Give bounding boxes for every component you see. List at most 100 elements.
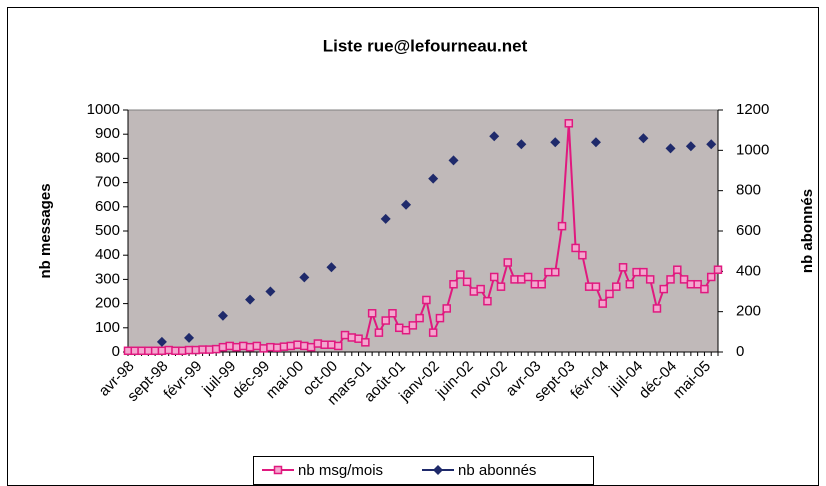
point-marker (435, 313, 445, 323)
point-marker (326, 262, 337, 273)
point-marker (272, 343, 282, 352)
point-marker (645, 275, 655, 284)
point-marker (252, 341, 262, 351)
point-marker (259, 344, 268, 353)
point-marker (517, 275, 526, 284)
y2-tick-label: 0 (736, 343, 744, 360)
point-marker (347, 333, 357, 342)
point-marker (578, 250, 587, 260)
point-marker (598, 299, 607, 308)
point-marker (550, 137, 561, 148)
chart-title: Liste rue@lefourneau.net (323, 36, 528, 55)
point-marker (367, 309, 377, 318)
point-marker (706, 272, 716, 282)
point-marker (395, 323, 404, 333)
y2-tick-label: 200 (736, 303, 761, 320)
point-marker (279, 342, 289, 351)
point-marker (605, 289, 614, 299)
point-marker (388, 309, 397, 318)
point-marker (408, 321, 418, 330)
point-marker (157, 346, 167, 356)
y2-tick-label: 800 (736, 182, 761, 199)
y-axis-title: nb messages (37, 183, 54, 278)
point-marker (700, 284, 709, 294)
point-marker (537, 279, 546, 289)
point-marker (693, 279, 702, 289)
point-marker (469, 287, 479, 296)
point-marker (544, 267, 553, 277)
point-marker (632, 267, 641, 277)
point-marker (564, 119, 574, 128)
y2-tick-label: 1000 (736, 141, 769, 158)
y-tick-label: 600 (95, 198, 120, 215)
point-marker (286, 341, 296, 351)
legend-swatch (433, 465, 443, 475)
y-tick-label: 1000 (87, 101, 120, 118)
point-marker (374, 328, 384, 337)
point-marker (503, 258, 513, 267)
point-marker (483, 296, 492, 306)
y-tick-label: 500 (95, 222, 120, 239)
point-marker (225, 341, 234, 351)
point-marker (476, 284, 485, 294)
point-marker (232, 342, 241, 352)
point-marker (340, 330, 350, 340)
point-marker (211, 344, 221, 354)
y-tick-label: 800 (95, 149, 120, 166)
point-marker (184, 345, 194, 355)
point-marker (164, 345, 173, 355)
point-marker (184, 332, 195, 343)
point-marker (428, 328, 438, 337)
point-marker (144, 346, 153, 356)
point-marker (293, 340, 302, 349)
point-marker (489, 272, 499, 282)
point-marker (530, 279, 540, 289)
point-marker (381, 316, 390, 325)
point-marker (665, 143, 676, 154)
point-marker (659, 284, 668, 294)
y-tick-label: 200 (95, 295, 120, 312)
point-marker (265, 286, 276, 297)
point-marker (679, 275, 689, 284)
point-marker (516, 139, 527, 150)
point-marker (652, 304, 662, 313)
point-marker (218, 342, 228, 352)
point-marker (306, 342, 316, 352)
point-marker (205, 345, 214, 354)
point-marker (156, 336, 167, 347)
y2-tick-label: 400 (736, 262, 761, 279)
point-marker (245, 294, 256, 305)
point-marker (612, 282, 621, 291)
point-marker (686, 279, 696, 289)
point-marker (706, 139, 717, 150)
point-marker (673, 265, 682, 274)
point-marker (456, 270, 465, 279)
point-marker (239, 341, 248, 351)
point-marker (685, 141, 696, 152)
point-marker (489, 131, 500, 142)
y-tick-label: 900 (95, 125, 120, 142)
point-marker (123, 346, 133, 356)
point-marker (354, 334, 363, 343)
y-tick-label: 400 (95, 246, 120, 263)
point-marker (380, 213, 391, 224)
plot-area (127, 109, 719, 353)
y2-axis-title: nb abonnés (799, 189, 816, 273)
point-marker (191, 345, 201, 355)
y-tick-label: 300 (95, 270, 120, 287)
point-marker (401, 199, 412, 210)
legend-label: nb msg/mois (298, 462, 383, 479)
point-marker (713, 265, 723, 274)
point-marker (266, 342, 275, 352)
point-marker (178, 346, 187, 356)
point-marker (245, 342, 255, 352)
point-marker (300, 341, 309, 351)
point-marker (639, 267, 648, 277)
point-marker (150, 346, 160, 356)
point-marker (448, 155, 459, 166)
y2-tick-label: 600 (736, 222, 761, 239)
point-marker (171, 346, 180, 356)
point-marker (618, 263, 628, 272)
point-marker (666, 275, 675, 284)
y-tick-label: 700 (95, 174, 120, 191)
